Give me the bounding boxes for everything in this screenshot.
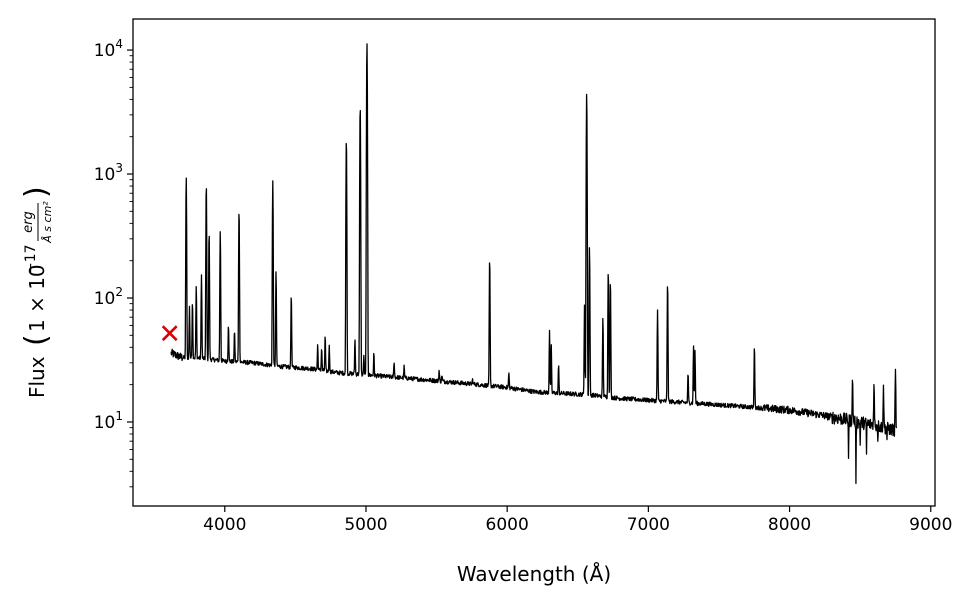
start-marker	[161, 325, 178, 342]
marker-stroke	[161, 325, 178, 342]
x-tick-label: 5000	[344, 515, 387, 535]
y-axis-label-numerator: erg	[21, 211, 36, 233]
y-axis-label-main: Flux	[25, 356, 49, 398]
y-axis-label-open-paren: (	[19, 334, 54, 346]
spectrum-line	[170, 43, 898, 484]
plot-frame	[132, 18, 936, 507]
x-tick-label: 4000	[203, 515, 246, 535]
y-axis-ticks: 101 102 103 104	[94, 37, 133, 488]
x-tick-label: 7000	[627, 515, 670, 535]
y-axis-label-denominator: Å s cm²	[41, 201, 54, 244]
x-tick-label: 8000	[768, 515, 811, 535]
y-axis-label-close-paren: )	[19, 186, 54, 198]
y-axis-label: Flux ( 1 × 10 −17 erg Å s cm² )	[19, 186, 54, 398]
x-axis-label: Wavelength (Å)	[457, 562, 611, 586]
x-tick-label: 9000	[909, 515, 952, 535]
y-axis-label-exponent: −17	[23, 244, 39, 274]
y-axis-label-factor: 1 × 10	[25, 264, 49, 332]
y-tick-label: 103	[94, 161, 123, 185]
y-tick-label: 101	[94, 409, 123, 433]
y-tick-label: 102	[94, 285, 123, 309]
plot-marks	[161, 43, 898, 484]
x-tick-label: 6000	[486, 515, 529, 535]
x-axis-ticks: 4000 5000 6000 7000 8000 9000	[203, 506, 952, 535]
y-tick-label: 104	[94, 37, 123, 61]
